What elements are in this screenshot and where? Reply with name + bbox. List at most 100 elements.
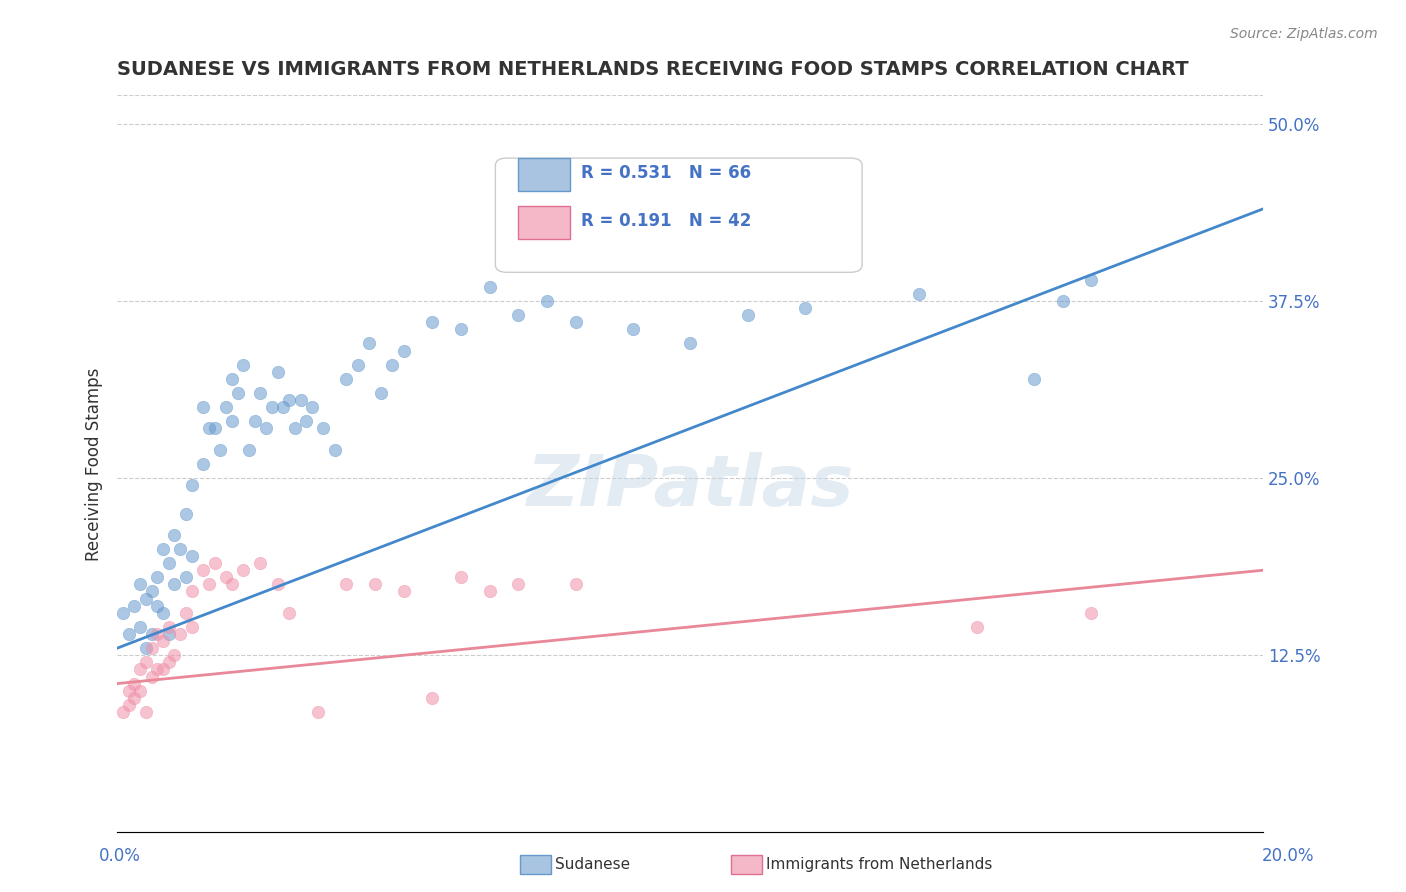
Point — [1080, 273, 1102, 287]
Point — [180, 584, 202, 599]
Point — [295, 414, 318, 428]
Point — [157, 627, 180, 641]
Point — [204, 421, 226, 435]
Point — [301, 401, 323, 415]
Point — [215, 570, 238, 584]
Bar — [519, 158, 569, 191]
Point — [478, 584, 501, 599]
Point — [169, 627, 191, 641]
Point — [111, 606, 134, 620]
Point — [157, 620, 180, 634]
Point — [163, 528, 186, 542]
Point — [364, 577, 387, 591]
Point — [198, 577, 221, 591]
Point — [508, 577, 530, 591]
Point — [141, 669, 163, 683]
Point — [450, 570, 472, 584]
Point — [221, 414, 243, 428]
Point — [793, 301, 815, 315]
Point — [163, 648, 186, 663]
Point — [232, 563, 254, 577]
Point — [191, 457, 214, 471]
Point — [111, 705, 134, 719]
Point — [323, 442, 346, 457]
Point — [679, 336, 702, 351]
Point — [180, 620, 202, 634]
Point — [198, 421, 221, 435]
Point — [478, 279, 501, 293]
Point — [392, 584, 415, 599]
Point — [215, 401, 238, 415]
Point — [141, 584, 163, 599]
Text: R = 0.531   N = 66: R = 0.531 N = 66 — [581, 164, 751, 182]
Point — [226, 386, 249, 401]
Point — [273, 401, 295, 415]
Point — [174, 507, 197, 521]
Point — [312, 421, 335, 435]
Point — [737, 308, 759, 322]
Point — [381, 358, 404, 372]
Point — [135, 705, 157, 719]
Point — [129, 620, 152, 634]
Point — [564, 315, 586, 329]
Point — [508, 308, 530, 322]
Point — [284, 421, 307, 435]
Point — [135, 641, 157, 656]
Point — [129, 662, 152, 676]
Point — [621, 322, 644, 336]
Point — [174, 570, 197, 584]
Point — [118, 698, 141, 712]
Point — [1022, 372, 1045, 386]
Point — [141, 627, 163, 641]
Point — [124, 690, 146, 705]
Point — [163, 577, 186, 591]
Point — [260, 401, 283, 415]
Point — [392, 343, 415, 358]
Text: 0.0%: 0.0% — [98, 847, 141, 864]
Point — [146, 627, 169, 641]
Point — [335, 372, 357, 386]
Point — [180, 478, 202, 492]
Point — [129, 683, 152, 698]
Point — [157, 556, 180, 570]
Point — [204, 556, 226, 570]
Point — [249, 386, 271, 401]
Point — [536, 293, 558, 308]
Point — [146, 570, 169, 584]
Point — [135, 591, 157, 606]
Point — [180, 549, 202, 563]
Bar — [519, 206, 569, 239]
Text: Immigrants from Netherlands: Immigrants from Netherlands — [766, 857, 993, 871]
Point — [1052, 293, 1074, 308]
Point — [191, 401, 214, 415]
Text: Source: ZipAtlas.com: Source: ZipAtlas.com — [1230, 27, 1378, 41]
Point — [966, 620, 988, 634]
Point — [221, 372, 243, 386]
Point — [278, 606, 301, 620]
Point — [152, 606, 174, 620]
Point — [146, 662, 169, 676]
Point — [152, 634, 174, 648]
Text: SUDANESE VS IMMIGRANTS FROM NETHERLANDS RECEIVING FOOD STAMPS CORRELATION CHART: SUDANESE VS IMMIGRANTS FROM NETHERLANDS … — [117, 60, 1189, 78]
Point — [564, 577, 586, 591]
Point — [232, 358, 254, 372]
Y-axis label: Receiving Food Stamps: Receiving Food Stamps — [86, 368, 103, 560]
Point — [118, 627, 141, 641]
Text: 20.0%: 20.0% — [1263, 847, 1315, 864]
Point — [908, 286, 931, 301]
Point — [254, 421, 277, 435]
Point — [266, 365, 288, 379]
Point — [238, 442, 260, 457]
Point — [169, 541, 191, 556]
Point — [146, 599, 169, 613]
Point — [249, 556, 271, 570]
FancyBboxPatch shape — [495, 158, 862, 272]
Point — [129, 577, 152, 591]
Point — [135, 656, 157, 670]
Point — [157, 656, 180, 670]
Text: R = 0.191   N = 42: R = 0.191 N = 42 — [581, 211, 752, 230]
Point — [221, 577, 243, 591]
Point — [290, 393, 312, 408]
Point — [124, 599, 146, 613]
Point — [209, 442, 232, 457]
